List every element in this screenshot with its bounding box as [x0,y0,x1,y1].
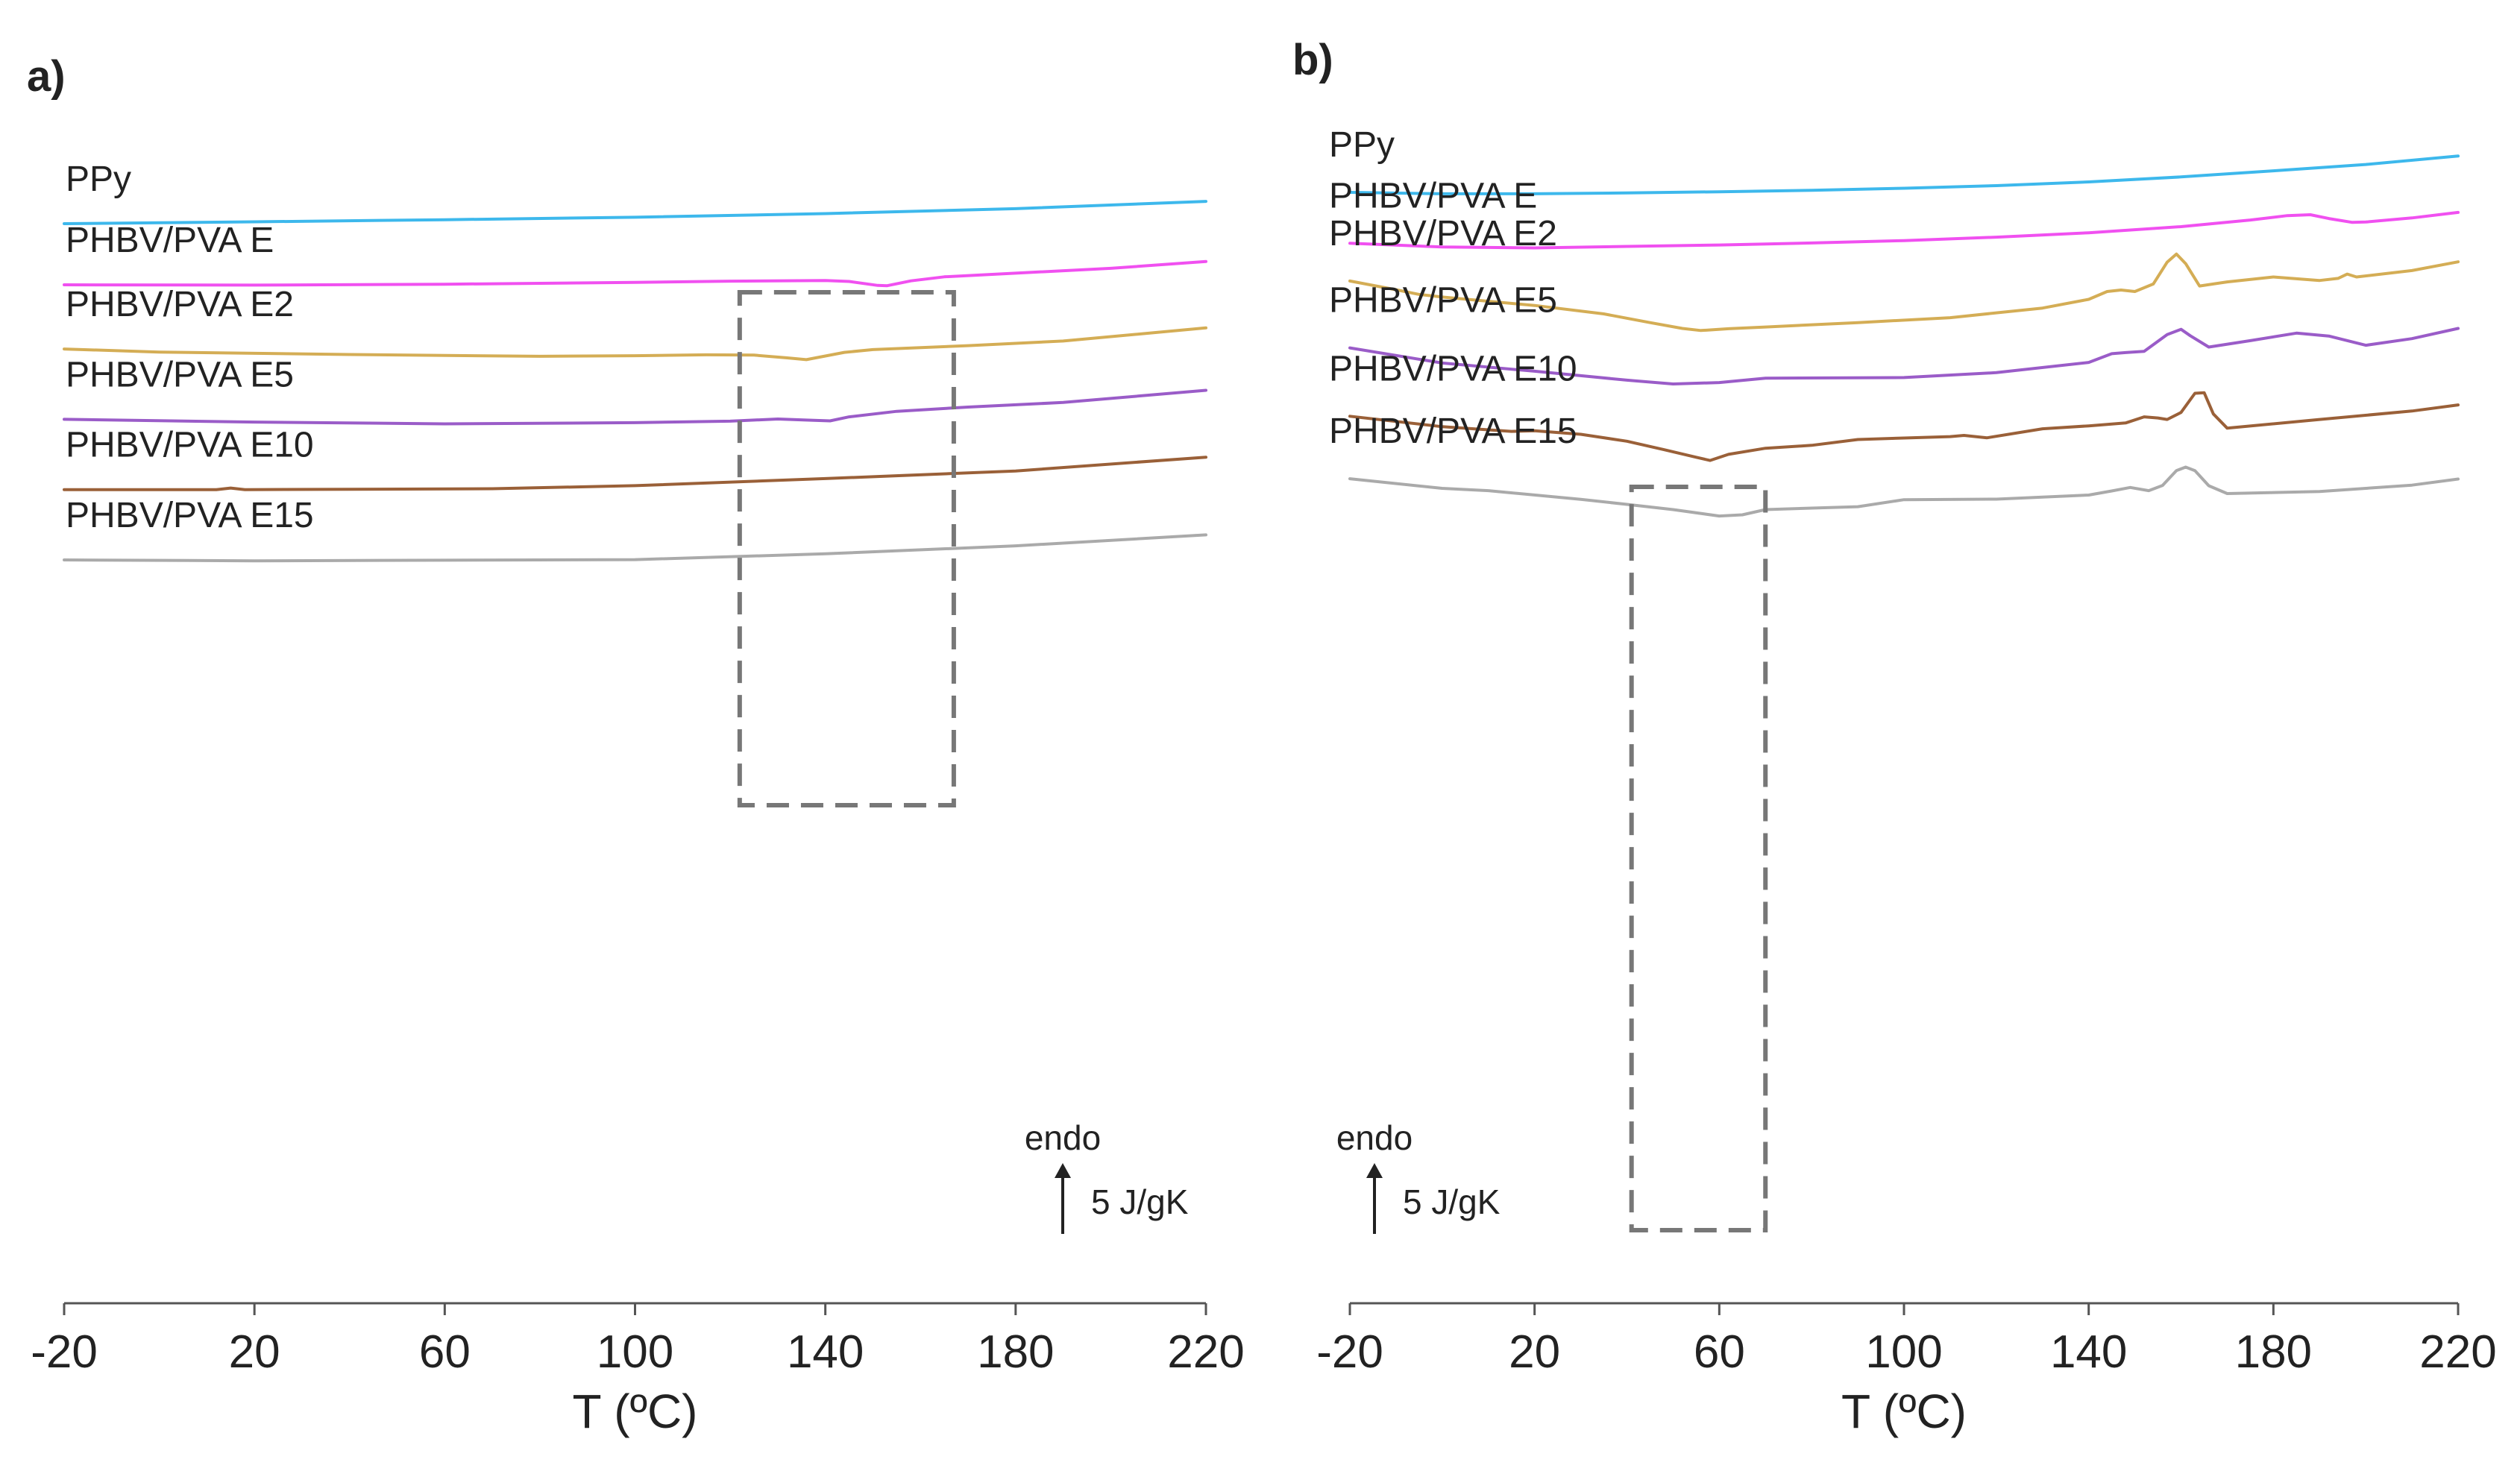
series-line [63,533,1207,563]
series-line [1348,210,2460,250]
x-axis-title: T (ºC) [1841,1385,1967,1438]
x-tick-label: -20 [1316,1326,1383,1378]
series-label: PHBV/PVA E2 [66,285,294,324]
highlight-box [737,290,956,807]
series-label: PHBV/PVA E5 [66,355,294,394]
series-line [1348,391,2460,462]
panel-letter: a) [27,52,66,101]
series-label: PHBV/PVA E2 [1329,214,1557,253]
x-tick-label: 140 [2050,1326,2127,1378]
series-label: PPy [1329,125,1395,165]
series-label: PHBV/PVA E [1329,176,1537,215]
series-label: PPy [66,160,131,199]
x-tick-label: 60 [419,1326,471,1378]
series-line [63,456,1207,491]
series-line [63,326,1207,362]
x-tick-label: 20 [1509,1326,1560,1378]
scale-bar-endo-label: endo [1336,1118,1413,1157]
series-label: PHBV/PVA E10 [1329,349,1577,388]
scale-bar-value-label: 5 J/gK [1403,1182,1501,1221]
scale-bar-arrow-icon [1366,1163,1383,1178]
x-tick-label: -20 [31,1326,98,1378]
series-label: PHBV/PVA E15 [1329,412,1577,451]
highlight-box [1629,485,1768,1232]
x-tick-label: 220 [2419,1326,2496,1378]
series-label: PHBV/PVA E5 [1329,281,1557,321]
series-label: PHBV/PVA E15 [66,496,314,535]
scale-bar-value-label: 5 J/gK [1091,1182,1189,1221]
series-line [1348,327,2460,385]
series-line [1348,154,2460,195]
series-line [1348,465,2460,518]
x-tick-label: 180 [977,1326,1054,1378]
series-line [1348,252,2460,333]
series-label: PHBV/PVA E10 [66,426,314,465]
x-tick-label: 60 [1694,1326,1745,1378]
series-line [63,259,1207,288]
series-line [63,200,1207,225]
series-line [63,388,1207,426]
x-axis-title: T (ºC) [573,1385,698,1438]
scale-bar-arrow-icon [1055,1163,1071,1178]
x-tick-label: 20 [229,1326,280,1378]
x-tick-label: 220 [1167,1326,1244,1378]
x-tick-label: 180 [2235,1326,2312,1378]
x-tick-label: 140 [787,1326,864,1378]
x-tick-label: 100 [1865,1326,1942,1378]
x-tick-label: 100 [597,1326,673,1378]
panel-letter: b) [1292,36,1333,84]
scale-bar-endo-label: endo [1025,1118,1101,1157]
series-label: PHBV/PVA E [66,221,274,260]
